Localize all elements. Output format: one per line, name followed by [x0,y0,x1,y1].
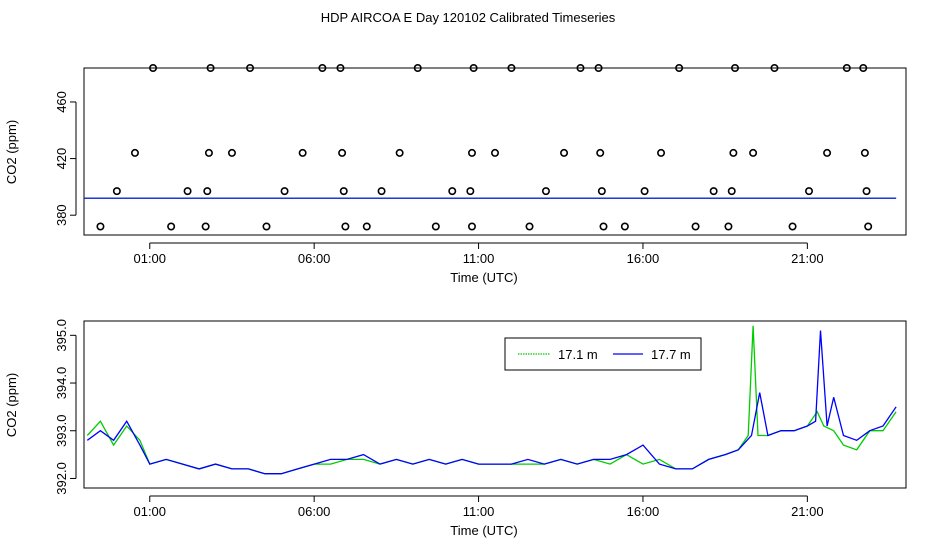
top-plot-frame [83,67,907,236]
series-17-7m-line [86,330,897,475]
calibration-point [657,148,666,157]
bottom-plot-frame [83,320,907,489]
calibration-point [525,222,534,231]
calibration-point [823,148,832,157]
calibration-point [431,222,440,231]
calibration-point [709,187,718,196]
calibration-point [749,148,758,157]
calibration-point [341,222,350,231]
x-tick-label: 11:00 [463,504,495,519]
calibration-point [860,148,869,157]
calibration-point [395,148,404,157]
bottom-x-axis: 01:00 06:00 11:00 16:00 21:00 [133,495,824,519]
calibration-point [640,187,649,196]
legend-label-17-7m: 17.7 m [651,347,691,362]
calibration-point [842,64,851,73]
calibration-point [413,64,422,73]
calibration-point [448,187,457,196]
calibration-point [338,148,347,157]
calibration-point [507,64,516,73]
calibration-point [130,148,139,157]
top-x-axis: 01:00 06:00 11:00 16:00 21:00 [133,242,824,266]
x-tick-label: 16:00 [627,504,660,519]
x-tick-label: 06:00 [298,251,331,266]
top-y-axis-label: CO2 (ppm) [4,120,19,184]
calibration-point [597,187,606,196]
bottom-data-layer [86,325,897,475]
y-tick-label: 420 [54,148,69,170]
calibration-point [770,64,779,73]
calibration-point [596,148,605,157]
calibration-point [112,187,121,196]
x-tick-label: 11:00 [463,251,495,266]
top-data-layer [84,64,897,231]
calibration-point [466,187,475,196]
calibration-point [149,64,158,73]
top-panel: 380 420 460 01:00 06:00 11:00 16:00 21:00 Time… [4,64,907,285]
legend-box [504,337,702,371]
legend-label-17-1m: 17.1 m [558,347,598,362]
calibration-point [729,148,738,157]
x-tick-label: 21:00 [791,504,824,519]
top-x-axis-label: Time (UTC) [450,270,517,285]
calibration-point [675,64,684,73]
calibration-point [227,148,236,157]
y-tick-label: 460 [54,91,69,113]
calibration-point [362,222,371,231]
calibration-point [262,222,271,231]
y-tick-label: 380 [54,204,69,226]
calibration-point [859,64,868,73]
x-tick-label: 01:00 [133,251,166,266]
top-y-axis: 380 420 460 [54,91,77,226]
x-tick-label: 16:00 [627,251,660,266]
bottom-y-axis-label: CO2 (ppm) [4,373,19,437]
calibration-point [246,64,255,73]
calibration-point [203,187,212,196]
y-tick-label: 394.0 [54,367,69,400]
series-17-1m-line [86,325,897,475]
calibration-point [467,222,476,231]
calibration-point [183,187,192,196]
calibration-point [864,222,873,231]
calibration-point [490,148,499,157]
y-tick-label: 393.0 [54,414,69,447]
x-tick-label: 06:00 [298,504,331,519]
figure-title: HDP AIRCOA E Day 120102 Calibrated Times… [321,10,616,25]
calibration-point [594,64,603,73]
calibration-point [788,222,797,231]
calibration-point [377,187,386,196]
x-tick-label: 21:00 [791,251,824,266]
y-tick-label: 395.0 [54,319,69,352]
calibration-point [560,148,569,157]
calibration-point [280,187,289,196]
calibration-point [691,222,700,231]
bottom-y-axis: 392.0 393.0 394.0 395.0 [54,319,77,495]
calibration-point [206,64,215,73]
calibration-point [467,148,476,157]
calibration-point [731,64,740,73]
bottom-x-axis-label: Time (UTC) [450,523,517,538]
calibration-point [167,222,176,231]
calibration-point [96,222,105,231]
calibration-point [336,64,345,73]
calibration-point [620,222,629,231]
legend: 17.1 m 17.7 m [504,337,702,371]
calibration-point [469,64,478,73]
bottom-panel: 392.0 393.0 394.0 395.0 01:00 06:00 11:00 16:0… [4,319,907,538]
calibration-point [599,222,608,231]
calibration-point [204,148,213,157]
calibration-point [724,222,733,231]
calibration-point [576,64,585,73]
x-tick-label: 01:00 [133,504,166,519]
calibration-point [727,187,736,196]
calibration-point [201,222,210,231]
calibration-point [339,187,348,196]
calibration-point [862,187,871,196]
calibration-point [805,187,814,196]
calibration-point [298,148,307,157]
calibration-point [541,187,550,196]
y-tick-label: 392.0 [54,462,69,495]
calibration-point [318,64,327,73]
